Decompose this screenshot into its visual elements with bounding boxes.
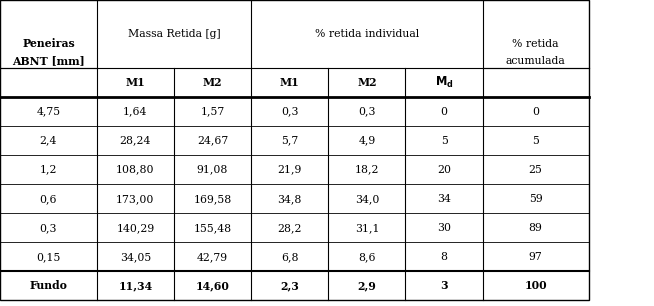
Text: 14,60: 14,60 — [196, 281, 230, 291]
Text: 108,80: 108,80 — [116, 165, 154, 175]
Text: 100: 100 — [525, 281, 547, 291]
Text: acumulada: acumulada — [506, 56, 566, 66]
Text: 1,2: 1,2 — [40, 165, 57, 175]
Text: 0: 0 — [441, 106, 447, 117]
Text: 42,79: 42,79 — [197, 252, 228, 262]
Text: 34,8: 34,8 — [277, 194, 302, 204]
Text: 25: 25 — [528, 165, 543, 175]
Text: Massa Retida [g]: Massa Retida [g] — [128, 29, 220, 39]
Text: 173,00: 173,00 — [116, 194, 154, 204]
Text: 34,0: 34,0 — [354, 194, 379, 204]
Text: 155,48: 155,48 — [194, 223, 232, 233]
Text: 6,8: 6,8 — [281, 252, 298, 262]
Text: % retida: % retida — [512, 39, 559, 49]
Text: 2,9: 2,9 — [358, 281, 376, 291]
Text: 97: 97 — [528, 252, 543, 262]
Text: 24,67: 24,67 — [197, 136, 228, 146]
Text: 21,9: 21,9 — [277, 165, 302, 175]
Text: 28,24: 28,24 — [120, 136, 151, 146]
Text: 1,57: 1,57 — [200, 106, 225, 117]
Text: 91,08: 91,08 — [197, 165, 228, 175]
Text: 89: 89 — [528, 223, 543, 233]
Text: 11,34: 11,34 — [118, 281, 152, 291]
Text: 5: 5 — [441, 136, 447, 146]
Text: 34,05: 34,05 — [120, 252, 151, 262]
Text: 4,9: 4,9 — [358, 136, 375, 146]
Text: M1: M1 — [126, 77, 145, 88]
Text: 1,64: 1,64 — [123, 106, 148, 117]
Text: $\mathbf{M_d}$: $\mathbf{M_d}$ — [435, 75, 453, 90]
Text: 4,75: 4,75 — [37, 106, 60, 117]
Text: 169,58: 169,58 — [194, 194, 232, 204]
Text: 0,3: 0,3 — [358, 106, 375, 117]
Text: 0: 0 — [532, 106, 539, 117]
Text: 0,3: 0,3 — [281, 106, 298, 117]
Text: M2: M2 — [357, 77, 377, 88]
Text: 20: 20 — [437, 165, 451, 175]
Text: M2: M2 — [203, 77, 222, 88]
Text: Fundo: Fundo — [29, 281, 67, 291]
Text: 0,15: 0,15 — [36, 252, 61, 262]
Text: 30: 30 — [437, 223, 451, 233]
Text: ABNT [mm]: ABNT [mm] — [12, 55, 85, 66]
Text: 18,2: 18,2 — [354, 165, 379, 175]
Text: 8,6: 8,6 — [358, 252, 375, 262]
Text: Peneiras: Peneiras — [22, 39, 75, 49]
Text: 28,2: 28,2 — [277, 223, 302, 233]
Text: 31,1: 31,1 — [354, 223, 379, 233]
Text: % retida individual: % retida individual — [315, 29, 419, 39]
Text: 59: 59 — [528, 194, 543, 204]
Text: 34: 34 — [437, 194, 451, 204]
Text: 2,4: 2,4 — [40, 136, 57, 146]
Text: 140,29: 140,29 — [116, 223, 154, 233]
Text: 8: 8 — [441, 252, 447, 262]
Text: M1: M1 — [280, 77, 300, 88]
Text: 3: 3 — [440, 281, 448, 291]
Text: 5: 5 — [532, 136, 539, 146]
Text: 0,6: 0,6 — [40, 194, 57, 204]
Text: 0,3: 0,3 — [40, 223, 57, 233]
Text: 2,3: 2,3 — [281, 281, 299, 291]
Text: 5,7: 5,7 — [281, 136, 298, 146]
